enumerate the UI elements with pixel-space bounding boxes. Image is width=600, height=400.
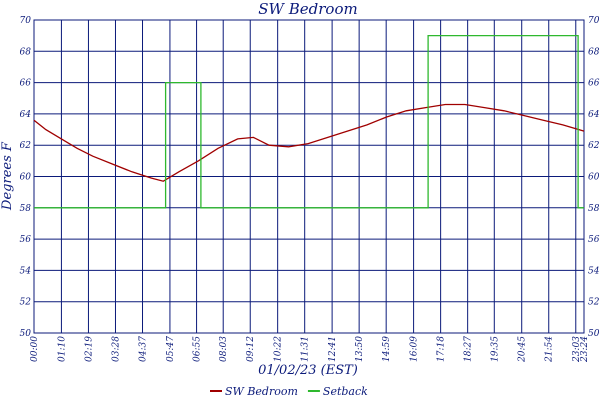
x-tick-label: 23:24 <box>580 336 590 363</box>
y-tick-label-right: 68 <box>588 47 600 57</box>
y-tick-label-right: 58 <box>588 204 600 214</box>
x-tick-label: 03:28 <box>111 336 121 362</box>
x-tick-label: 09:12 <box>246 336 256 362</box>
x-tick-label: 20:45 <box>518 336 528 363</box>
y-axis-left: 50 52 54 56 58 60 62 64 66 68 70 <box>20 16 32 339</box>
x-axis: 00:00 01:10 02:19 03:28 04:37 05:47 06:55 08:03… <box>30 336 590 363</box>
y-tick-label-left: 52 <box>20 298 32 308</box>
x-tick-label: 01:10 <box>57 336 67 362</box>
x-tick-label: 12:41 <box>328 336 338 362</box>
x-tick-label: 14:59 <box>382 336 392 362</box>
y-tick-label-left: 62 <box>20 141 32 151</box>
y-tick-label-left: 54 <box>20 266 32 276</box>
chart-title: SW Bedroom <box>258 0 357 18</box>
x-tick-label: 21:54 <box>545 336 555 363</box>
x-tick-label: 16:09 <box>410 336 420 362</box>
x-tick-label: 18:27 <box>464 336 474 362</box>
legend-label-sw-bedroom: SW Bedroom <box>225 385 298 398</box>
y-tick-label-left: 58 <box>20 204 32 214</box>
x-tick-label: 13:50 <box>355 336 365 362</box>
series-sw-bedroom-line <box>33 103 585 182</box>
x-tick-label: 08:03 <box>219 336 229 362</box>
y-tick-label-left: 70 <box>20 16 32 26</box>
y-tick-label-right: 54 <box>588 266 600 276</box>
x-tick-label: 17:18 <box>437 336 447 362</box>
y-tick-label-right: 64 <box>588 110 600 120</box>
legend: SW Bedroom Setback <box>210 385 368 398</box>
x-tick-label: 02:19 <box>84 336 94 362</box>
x-tick-label: 19:35 <box>490 336 500 362</box>
x-tick-label: 05:47 <box>166 336 176 362</box>
y-tick-label-right: 70 <box>588 16 600 26</box>
x-tick-label: 10:22 <box>274 336 284 362</box>
x-tick-label: 23:03 <box>572 336 582 363</box>
y-tick-label-left: 50 <box>20 329 32 339</box>
y-tick-label-right: 62 <box>588 141 600 151</box>
x-tick-label: 00:00 <box>30 336 40 362</box>
y-tick-label-left: 66 <box>20 79 32 89</box>
y-tick-label-right: 52 <box>588 298 600 308</box>
x-tick-label: 06:55 <box>193 336 203 362</box>
y-tick-label-right: 66 <box>588 79 600 89</box>
y-tick-label-right: 56 <box>588 235 600 245</box>
y-tick-label-left: 68 <box>20 47 32 57</box>
grid-lines <box>33 19 585 334</box>
y-tick-label-right: 60 <box>588 173 600 183</box>
x-tick-label: 11:31 <box>301 336 311 362</box>
y-tick-label-left: 56 <box>20 235 32 245</box>
x-tick-label: 04:37 <box>139 336 149 362</box>
series-lines <box>33 34 585 209</box>
y-axis-label: Degrees F <box>0 141 15 211</box>
y-axis-right: 50 52 54 56 58 60 62 64 66 68 70 <box>588 16 600 339</box>
legend-label-setback: Setback <box>323 385 368 398</box>
y-tick-label-left: 60 <box>20 173 32 183</box>
series-setback-line <box>34 34 584 209</box>
y-tick-label-right: 50 <box>588 329 600 339</box>
x-axis-label: 01/02/23 (EST) <box>258 363 358 378</box>
y-tick-label-left: 64 <box>20 110 32 120</box>
